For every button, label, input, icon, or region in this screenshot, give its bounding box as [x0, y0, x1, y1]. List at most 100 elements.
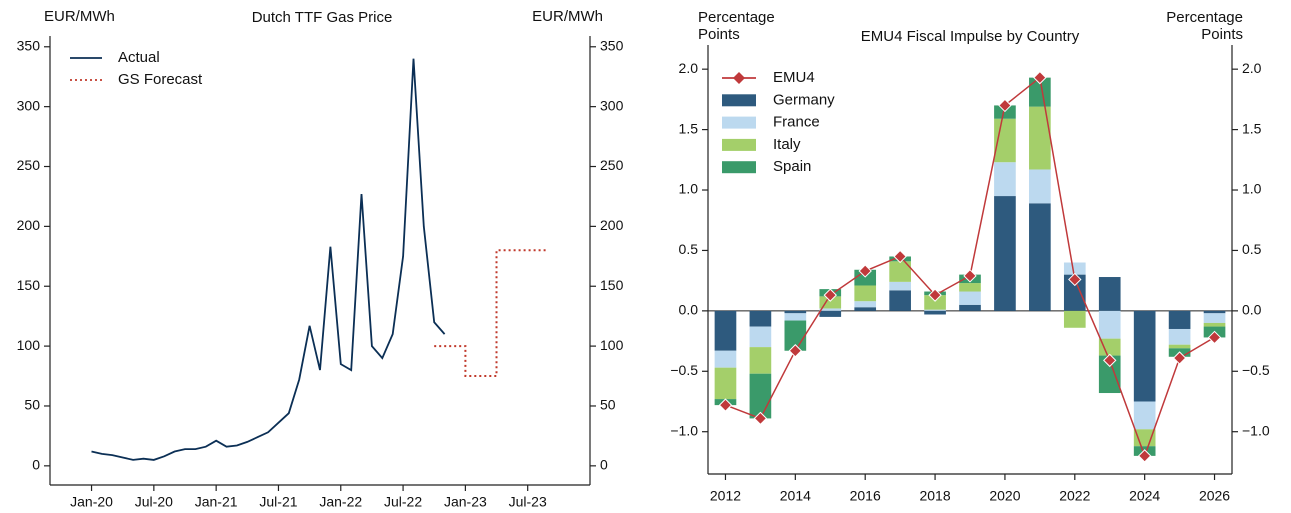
bar-segment: [1203, 310, 1226, 314]
y2-axis-label: Percentage Points: [1166, 9, 1243, 43]
bar-segment: [1029, 77, 1051, 107]
y2-tick-label: 100: [600, 337, 624, 353]
bar-segment: [784, 313, 807, 321]
line-series: [91, 58, 446, 461]
bar-segment: [1098, 355, 1121, 394]
y2-tick-label: 0: [600, 457, 608, 473]
bar-segment: [1203, 313, 1226, 323]
bar-segment: [1168, 328, 1191, 345]
bar-segment: [1063, 274, 1086, 311]
bar-segment: [1133, 310, 1156, 402]
y-tick-label: 150: [17, 277, 41, 293]
y2-tick-label: −0.5: [1242, 362, 1270, 378]
bar-segment: [819, 308, 842, 311]
bar-segment: [749, 326, 772, 348]
marker: [718, 398, 733, 412]
marker: [823, 288, 837, 302]
y-tick-label: 2.0: [679, 60, 699, 76]
legend-label: Spain: [773, 158, 811, 175]
y-axis-label: Percentage Points: [698, 9, 775, 43]
x-tick-label: 2026: [1199, 488, 1230, 504]
marker: [1172, 351, 1187, 365]
bar-segment: [1098, 310, 1121, 339]
legend-swatch: [722, 116, 756, 129]
y-tick-label: 250: [17, 157, 41, 173]
x-tick-label: Jan-20: [70, 494, 113, 510]
x-tick-label: 2014: [780, 488, 811, 504]
y2-tick-label: 2.0: [1242, 60, 1262, 76]
marker: [858, 264, 872, 278]
bar-segment: [714, 310, 737, 351]
y2-tick-label: 0.0: [1242, 302, 1262, 318]
marker: [928, 288, 942, 302]
bar-segment: [889, 281, 911, 291]
y-tick-label: 0.5: [679, 241, 699, 257]
bar-segment: [1168, 344, 1191, 349]
x-tick-label: Jul-22: [384, 494, 422, 510]
marker: [788, 344, 803, 358]
y-tick-label: 0: [32, 457, 40, 473]
bar-segment: [959, 304, 981, 311]
bar-segment: [749, 347, 772, 374]
x-tick-label: Jul-23: [509, 494, 547, 510]
bar-segment: [819, 296, 842, 309]
bar-segment: [819, 310, 842, 317]
bar-segment: [1063, 262, 1086, 275]
legend-marker: [733, 72, 745, 84]
bar-segment: [959, 291, 981, 305]
bar-segment: [889, 290, 911, 311]
y-tick-label: 0.0: [679, 302, 699, 318]
x-tick-label: Jul-20: [135, 494, 173, 510]
y-axis-label: EUR/MWh: [44, 8, 115, 25]
bar-segment: [1133, 401, 1156, 430]
legend-label: Italy: [773, 136, 801, 153]
marker: [893, 249, 907, 264]
chart-title: EMU4 Fiscal Impulse by Country: [861, 28, 1080, 45]
y-tick-label: −1.0: [670, 422, 698, 438]
y2-tick-label: 1.5: [1242, 120, 1262, 136]
y-tick-label: −0.5: [670, 362, 698, 378]
y-tick-label: 300: [17, 97, 41, 113]
bar-segment: [784, 310, 807, 314]
bar-segment: [1203, 322, 1226, 327]
legend-label: GS Forecast: [118, 71, 203, 88]
legend-swatch: [722, 138, 756, 151]
x-tick-label: Jan-23: [444, 494, 487, 510]
bar-segment: [1133, 429, 1156, 447]
bar-segment: [854, 301, 877, 308]
legend-label: Germany: [773, 91, 835, 108]
y2-tick-label: 50: [600, 397, 616, 413]
y-tick-label: 350: [17, 37, 41, 53]
y2-axis-label: EUR/MWh: [532, 8, 603, 25]
y2-tick-label: 250: [600, 157, 624, 173]
legend-label: France: [773, 114, 820, 131]
marker: [963, 269, 977, 283]
bar-segment: [854, 285, 877, 302]
bar-segment: [1098, 338, 1121, 356]
x-tick-label: Jul-21: [259, 494, 297, 510]
bar-segment: [1098, 277, 1121, 311]
y2-tick-label: −1.0: [1242, 422, 1270, 438]
marker: [1103, 353, 1117, 368]
y2-tick-label: 200: [600, 217, 624, 233]
y-tick-label: 200: [17, 217, 41, 233]
bar-segment: [714, 367, 737, 400]
y-tick-label: 100: [17, 337, 41, 353]
bar-segment: [924, 309, 946, 311]
bar-segment: [749, 310, 772, 327]
legend-label: EMU4: [773, 69, 815, 86]
bar-segment: [1029, 106, 1051, 170]
x-tick-label: 2018: [919, 488, 950, 504]
y2-tick-label: 0.5: [1242, 241, 1262, 257]
legend-label: Actual: [118, 49, 160, 66]
legend-swatch: [722, 161, 756, 174]
y-tick-label: 1.5: [679, 120, 699, 136]
x-tick-label: Jan-21: [195, 494, 238, 510]
marker: [1207, 330, 1222, 345]
bar-segment: [1029, 169, 1051, 204]
x-tick-label: 2012: [710, 488, 741, 504]
x-tick-label: 2020: [989, 488, 1020, 504]
x-tick-label: 2022: [1059, 488, 1090, 504]
